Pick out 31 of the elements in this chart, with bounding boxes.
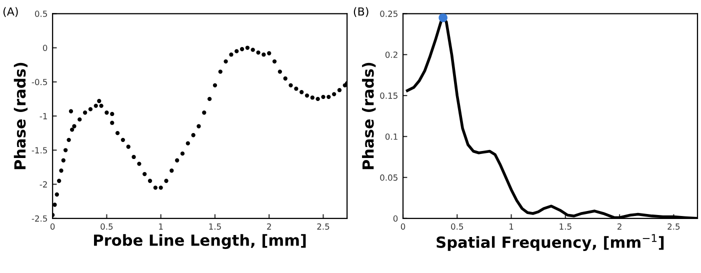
y-tick-label: -1.5: [32, 147, 47, 154]
x-tick-label: 1: [159, 224, 163, 230]
x-tick-label: 1.5: [560, 224, 572, 230]
y-axis-title: Phase (rads): [14, 62, 28, 170]
x-tick-label: 1: [510, 224, 514, 230]
y-tick-label: 0: [42, 44, 48, 52]
y-tick-label: 0.5: [35, 10, 47, 17]
x-tick-label: 2.5: [317, 223, 330, 230]
x-tick-label: 2.5: [668, 223, 680, 230]
y-tick-label: -0.5: [32, 78, 47, 86]
y-tick-label: -2: [40, 181, 47, 188]
x-axis-title: Spatial Frequency, [mm$^{−1}$]: [436, 234, 664, 252]
y-tick-label: 0.05: [380, 174, 398, 181]
x-tick-label: 2: [267, 223, 271, 230]
y-tick-label: 0.25: [380, 10, 398, 17]
y-tick-label: 0.2: [385, 52, 398, 58]
x-tick-label: 0: [400, 223, 406, 230]
x-tick-label: 2: [618, 223, 622, 230]
y-tick-label: 0: [393, 215, 398, 222]
x-tick-label: 1.5: [209, 224, 221, 230]
y-axis-title: Phase (rads): [362, 62, 376, 170]
x-tick-label: 0.5: [451, 223, 464, 230]
x-tick-label: 0: [50, 223, 55, 230]
y-tick-label: 0.1: [385, 133, 398, 140]
x-axis-title: Probe Line Length, [mm]: [94, 234, 306, 250]
x-tick-label: 0.5: [100, 223, 113, 230]
y-tick-label: 0.15: [380, 92, 398, 99]
y-tick-label: -1: [40, 113, 47, 120]
chart-title: (B): [354, 7, 368, 18]
chart-title: (A): [3, 7, 18, 18]
y-tick-label: -2.5: [32, 215, 47, 222]
